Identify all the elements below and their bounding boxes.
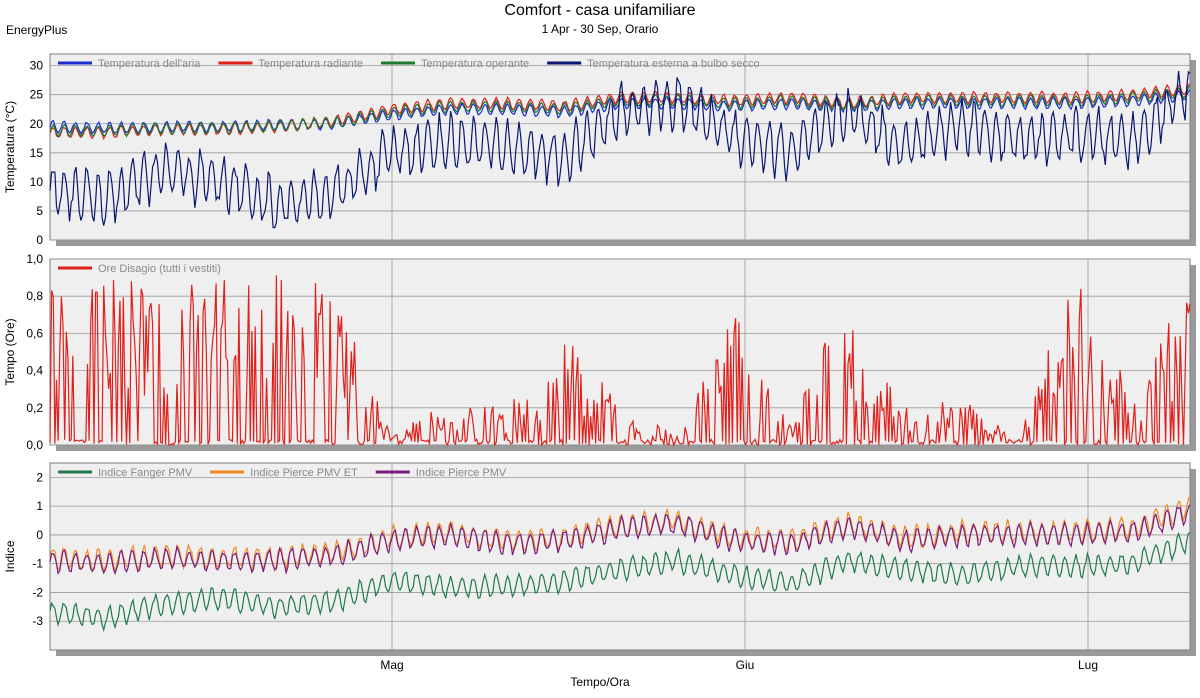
x-tick-label: Lug xyxy=(1078,658,1098,672)
x-tick-label: Mag xyxy=(380,658,403,672)
y-axis-label: Tempo (Ore) xyxy=(3,318,17,385)
y-tick-label: -1 xyxy=(32,557,43,571)
y-tick-label: 20 xyxy=(30,117,44,131)
y-tick-label: 0 xyxy=(36,233,43,247)
legend-label: Indice Fanger PMV xyxy=(98,467,193,479)
x-tick-label: Giu xyxy=(736,658,755,672)
app-label: EnergyPlus xyxy=(6,23,68,37)
legend-label: Temperatura radiante xyxy=(258,58,363,70)
legend-label: Temperatura esterna a bulbo secco xyxy=(587,58,759,70)
y-tick-label: 0,8 xyxy=(26,289,43,303)
legend-label: Ore Disagio (tutti i vestiti) xyxy=(98,263,221,275)
panel-plot-area xyxy=(49,53,1191,241)
series-line xyxy=(49,70,1191,229)
series-line xyxy=(49,89,1191,135)
y-axis-label: Temperatura (°C) xyxy=(3,101,17,193)
legend-label: Indice Pierce PMV ET xyxy=(250,467,358,479)
chart-title: Comfort - casa unifamiliare xyxy=(504,2,696,19)
y-tick-label: 25 xyxy=(30,88,44,102)
y-tick-label: 2 xyxy=(36,470,43,484)
legend-label: Indice Pierce PMV xyxy=(416,467,507,479)
y-tick-label: 0,6 xyxy=(26,326,43,340)
y-tick-label: -3 xyxy=(32,614,43,628)
y-tick-label: 5 xyxy=(36,204,43,218)
legend-label: Temperatura operante xyxy=(421,58,529,70)
y-tick-label: 15 xyxy=(30,146,44,160)
y-tick-label: 0 xyxy=(36,528,43,542)
y-tick-label: 1,0 xyxy=(26,252,43,266)
panel-plot-area xyxy=(49,462,1191,651)
y-tick-label: 30 xyxy=(30,59,44,73)
y-tick-label: 0,4 xyxy=(26,364,43,378)
y-tick-label: 0,0 xyxy=(26,438,43,452)
y-tick-label: -2 xyxy=(32,585,43,599)
x-axis-label: Tempo/Ora xyxy=(570,675,630,689)
series-line xyxy=(49,504,1191,576)
legend-label: Temperatura dell'aria xyxy=(98,58,201,70)
series-line xyxy=(49,275,1191,447)
y-tick-label: 0,2 xyxy=(26,401,43,415)
y-axis-label: Indice xyxy=(3,540,17,572)
y-tick-label: 1 xyxy=(36,499,43,513)
series-line xyxy=(49,531,1191,633)
y-tick-label: 10 xyxy=(30,175,44,189)
chart-subtitle: 1 Apr - 30 Sep, Orario xyxy=(541,22,659,36)
